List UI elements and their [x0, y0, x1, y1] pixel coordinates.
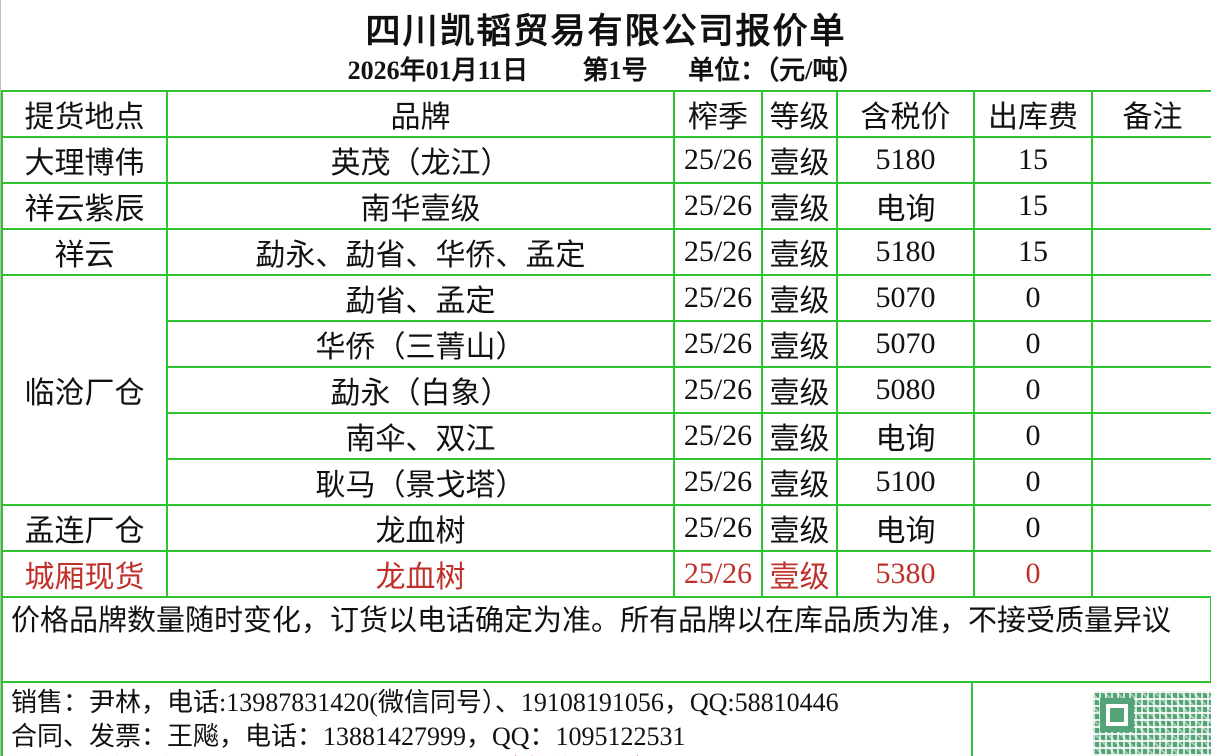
cell-brand: 龙血树: [166, 504, 675, 552]
cell-fee: 0: [973, 274, 1093, 322]
cell-price: 电询: [836, 412, 975, 460]
cell-brand: 南华壹级: [166, 182, 675, 230]
cell-fee: 0: [973, 320, 1093, 368]
cell-price: 5070: [836, 320, 975, 368]
cell-season: 25/26: [673, 136, 763, 184]
cell-fee: 0: [973, 366, 1093, 414]
cell-brand: 耿马（景戈塔）: [166, 458, 675, 506]
cell-grade: 壹级: [761, 274, 838, 322]
table-row: 祥云紫辰 南华壹级 25/26 壹级 电询 15: [1, 182, 1211, 230]
header-fee: 出库费: [973, 90, 1093, 138]
subtitle-row: 2026年01月11日 第1号 单位：（元/吨）: [1, 56, 1211, 90]
header-grade: 等级: [761, 90, 838, 138]
cell-fee: 0: [973, 504, 1093, 552]
table-row-highlighted: 城厢现货 龙血树 25/26 壹级 5380 0: [1, 550, 1211, 598]
cell-brand: 勐永、勐省、华侨、孟定: [166, 228, 675, 276]
table-row: 大理博伟 英茂（龙江） 25/26 壹级 5180 15: [1, 136, 1211, 184]
table-row: 孟连厂仓 龙血树 25/26 壹级 电询 0: [1, 504, 1211, 552]
contact-lines: 销售：尹林，电话:13987831420(微信同号）、19108191056，Q…: [3, 683, 973, 756]
cell-price: 5180: [836, 136, 975, 184]
cell-fee: 15: [973, 182, 1093, 230]
header-brand: 品牌: [166, 90, 675, 138]
cell-location: 城厢现货: [1, 550, 168, 598]
doc-number: 第1号: [582, 56, 648, 85]
cell-price: 电询: [836, 182, 975, 230]
table-header-row: 提货地点 品牌 榨季 等级 含税价 出库费 备注: [1, 90, 1211, 138]
cell-brand: 华侨（三菁山）: [166, 320, 675, 368]
cell-price: 5180: [836, 228, 975, 276]
cell-grade: 壹级: [761, 182, 838, 230]
cell-note: [1091, 320, 1211, 368]
cell-price: 5080: [836, 366, 975, 414]
cell-season: 25/26: [673, 182, 763, 230]
cell-grade: 壹级: [761, 136, 838, 184]
cell-note: [1091, 366, 1211, 414]
cell-season: 25/26: [673, 412, 763, 460]
cell-location: 大理博伟: [1, 136, 168, 184]
header-season: 榨季: [673, 90, 763, 138]
cell-grade: 壹级: [761, 504, 838, 552]
header-price: 含税价: [836, 90, 975, 138]
cell-brand: 勐永（白象）: [166, 366, 675, 414]
cell-fee: 15: [973, 136, 1093, 184]
cell-note: [1091, 504, 1211, 552]
cell-fee: 0: [973, 458, 1093, 506]
cell-fee: 15: [973, 228, 1093, 276]
cell-note: [1091, 228, 1211, 276]
table-row: 华侨（三菁山） 25/26 壹级 5070 0: [2, 320, 1211, 368]
cell-note: [1091, 274, 1211, 322]
cell-season: 25/26: [673, 366, 763, 414]
contact-sales: 销售：尹林，电话:13987831420(微信同号）、19108191056，Q…: [11, 688, 839, 717]
cell-season: 25/26: [673, 228, 763, 276]
cell-note: [1091, 136, 1211, 184]
table-row: 临沧厂仓 勐省、孟定 25/26 壹级 5070 0: [1, 274, 1211, 506]
notice-text: 价格品牌数量随时变化，订货以电话确定为准。所有品牌以在库品质为准，不接受质量异议: [1, 598, 1211, 683]
cell-season: 25/26: [673, 504, 763, 552]
doc-unit: 单位：（元/吨）: [688, 56, 865, 85]
cell-season: 25/26: [673, 458, 763, 506]
qr-panel: [973, 683, 1211, 756]
cell-fee: 0: [973, 412, 1093, 460]
cell-location: 孟连厂仓: [1, 504, 168, 552]
cell-season: 25/26: [673, 274, 763, 322]
wechat-qr-code: [1089, 687, 1211, 756]
cell-brand: 南伞、双江: [166, 412, 675, 460]
cell-price: 5380: [836, 550, 975, 598]
cell-price: 电询: [836, 504, 975, 552]
cell-grade: 壹级: [761, 550, 838, 598]
cell-price: 5070: [836, 274, 975, 322]
table-row: 祥云 勐永、勐省、华侨、孟定 25/26 壹级 5180 15: [1, 228, 1211, 276]
cell-grade: 壹级: [761, 458, 838, 506]
cell-location: 祥云紫辰: [1, 182, 168, 230]
cell-grade: 壹级: [761, 320, 838, 368]
cell-season: 25/26: [673, 320, 763, 368]
cell-brand: 英茂（龙江）: [166, 136, 675, 184]
header-note: 备注: [1091, 90, 1211, 138]
cell-location-merged: 临沧厂仓: [1, 274, 168, 506]
table-row: 耿马（景戈塔） 25/26 壹级 5100 0: [2, 458, 1211, 506]
cell-season: 25/26: [673, 550, 763, 598]
cell-brand: 龙血树: [166, 550, 675, 598]
header-location: 提货地点: [1, 90, 168, 138]
cell-brand: 勐省、孟定: [166, 274, 675, 322]
cell-grade: 壹级: [761, 228, 838, 276]
cell-price: 5100: [836, 458, 975, 506]
cell-note: [1091, 458, 1211, 506]
price-table: 提货地点 品牌 榨季 等级 含税价 出库费 备注 大理博伟 英茂（龙江） 25/…: [1, 90, 1211, 598]
doc-date: 2026年01月11日: [347, 56, 529, 85]
cell-location: 祥云: [1, 228, 168, 276]
cell-note: [1091, 550, 1211, 598]
cell-grade: 壹级: [761, 366, 838, 414]
contact-section: 销售：尹林，电话:13987831420(微信同号）、19108191056，Q…: [1, 683, 1211, 756]
table-row: 南伞、双江 25/26 壹级 电询 0: [2, 412, 1211, 460]
cell-note: [1091, 182, 1211, 230]
qr-finder-icon: [1100, 698, 1134, 732]
cell-fee: 0: [973, 550, 1093, 598]
page-title: 四川凯韬贸易有限公司报价单: [365, 12, 847, 51]
table-row: 勐永（白象） 25/26 壹级 5080 0: [2, 366, 1211, 414]
cell-grade: 壹级: [761, 412, 838, 460]
contact-contract: 合同、发票：王飚，电话：13881427999，QQ：1095122531: [11, 722, 686, 751]
cell-note: [1091, 412, 1211, 460]
